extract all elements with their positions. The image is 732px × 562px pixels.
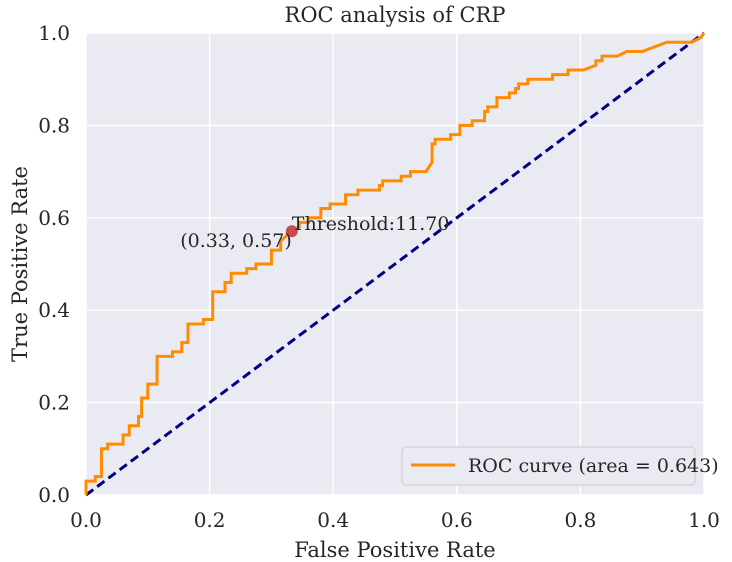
optimal-threshold-point [285,225,298,238]
x-tick-label: 1.0 [688,508,720,532]
series-layer [84,31,706,497]
y-tick-label: 0.6 [38,206,70,230]
y-tick-label: 0.8 [38,113,70,137]
x-tick-label: 0.4 [317,508,349,532]
y-tick-label: 0.4 [38,298,70,322]
y-tick-label: 0.2 [38,391,70,415]
x-tick-label: 0.2 [194,508,226,532]
tick-labels: 0.0 0.2 0.4 0.6 0.8 1.0 0.0 0.2 0.4 0.6 0.8 1.0 [38,21,720,532]
chart-title: ROC analysis of CRP [285,3,506,27]
legend-label-roc: ROC curve (area = 0.643) [468,455,719,477]
y-tick-label: 1.0 [38,21,70,45]
x-tick-label: 0.8 [564,508,596,532]
diagonal-reference-line [85,31,705,497]
legend-box [401,446,696,486]
x-tick-label: 0.6 [441,508,473,532]
x-tick-label: 0.0 [70,508,102,532]
y-tick-label: 0.0 [38,483,70,507]
threshold-annotation: Threshold:11.70 [292,213,450,235]
x-axis-label: False Positive Rate [294,538,495,562]
y-axis-label: True Positive Rate [8,166,32,362]
legend: ROC curve (area = 0.643) [401,446,719,486]
grid-lines [85,32,705,496]
point-coordinate-label: (0.33, 0.57) [180,230,292,252]
roc-curve-line [84,32,706,495]
